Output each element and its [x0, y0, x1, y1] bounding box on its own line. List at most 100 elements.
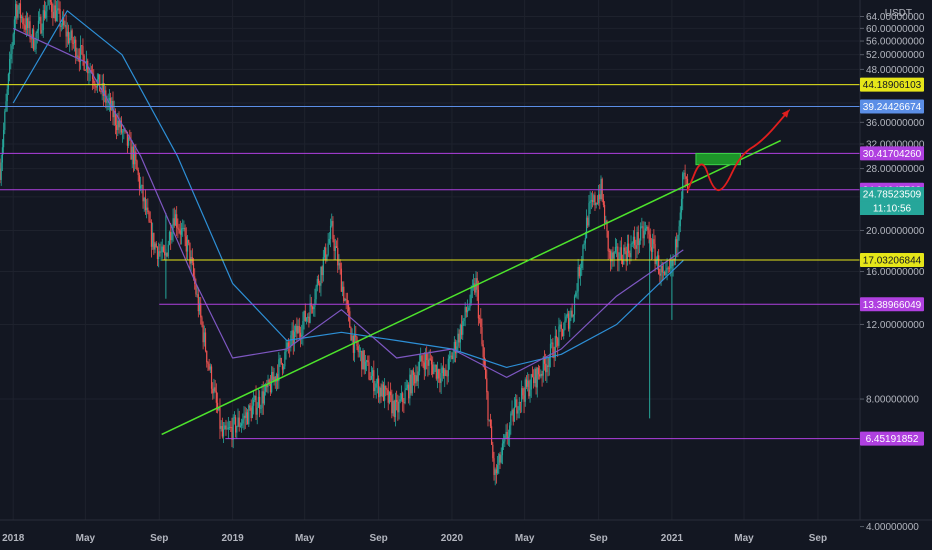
candle-body — [622, 260, 624, 265]
candle-body — [149, 221, 151, 223]
candle-body — [483, 356, 485, 368]
candle-body — [367, 360, 369, 363]
candle-body — [167, 244, 169, 257]
candle-body — [420, 355, 422, 362]
candle-body — [435, 364, 437, 379]
level-1-badge-label: 44.18906103 — [863, 80, 922, 91]
candle-body — [269, 384, 272, 393]
candle-body — [248, 405, 250, 425]
candle-body — [221, 426, 223, 437]
candle-body — [384, 385, 386, 401]
candle-body — [251, 405, 254, 419]
trendline-group[interactable] — [161, 139, 781, 436]
candle-body — [275, 374, 278, 382]
candle-body — [232, 417, 234, 440]
candle-body — [188, 240, 190, 243]
candle-body — [250, 407, 252, 419]
candle-body — [468, 307, 470, 310]
time-tick-label: Sep — [809, 533, 827, 544]
candle-body — [285, 348, 287, 352]
candle-body — [634, 236, 636, 246]
candle-body — [682, 173, 684, 199]
candle-body — [43, 10, 46, 18]
candle-body — [521, 388, 523, 403]
candle-body — [1, 147, 4, 163]
candle-body — [334, 246, 336, 251]
candle-body — [386, 389, 388, 391]
horizontal-levels[interactable] — [0, 84, 860, 440]
time-axis[interactable]: 2018 May Sep 2019 May Sep 2020 May Sep 2021 May Sep — [0, 519, 932, 544]
candle-body — [234, 417, 237, 433]
candle-body — [630, 243, 632, 258]
candle-body — [659, 273, 661, 276]
candle-body — [202, 325, 204, 343]
candle-body — [286, 342, 288, 349]
candle-body — [575, 292, 577, 297]
candle-body — [75, 39, 77, 58]
candle-body — [27, 18, 29, 29]
candle-body — [49, 0, 52, 2]
candle-body — [328, 238, 330, 244]
candle-body — [600, 179, 602, 200]
candle-body — [452, 352, 454, 360]
candle-body — [537, 368, 540, 375]
candle-body — [456, 346, 458, 354]
projection-path[interactable] — [686, 109, 791, 192]
candle-body — [16, 4, 18, 18]
candle-body — [511, 409, 513, 414]
candle-body — [272, 371, 274, 381]
price-tick-label: 60.00000000 — [866, 24, 925, 35]
candle-body — [159, 251, 161, 253]
candle-body — [433, 366, 435, 375]
candle-body — [146, 207, 148, 211]
candle-body — [262, 391, 264, 404]
candle-body — [183, 227, 185, 229]
candle-body — [34, 48, 36, 50]
candle-body — [581, 260, 583, 268]
candle-body — [540, 373, 542, 377]
candle-body — [10, 53, 12, 60]
moving-average-line-2 — [12, 27, 684, 378]
candle-body — [65, 25, 67, 37]
candle-body — [548, 357, 550, 367]
candle-body — [144, 198, 147, 211]
currency-label: USDT — [885, 8, 912, 19]
candle-body — [345, 298, 347, 301]
candle-body — [519, 401, 522, 403]
candle-body — [466, 309, 469, 313]
candle-body — [172, 218, 174, 233]
candle-body — [668, 267, 671, 269]
candle-body — [369, 379, 371, 381]
target-zone-group[interactable] — [695, 152, 741, 166]
candle-body — [597, 194, 600, 204]
target-zone[interactable] — [695, 152, 741, 166]
price-tick-label: 56.00000000 — [866, 37, 925, 48]
last-price-badge — [860, 187, 924, 202]
candle-body — [500, 455, 502, 463]
candle-body — [553, 357, 555, 359]
candle-body — [658, 255, 660, 274]
candle-body — [584, 238, 586, 244]
projection-group[interactable] — [686, 109, 791, 192]
candle-body — [623, 247, 625, 265]
candle-body — [662, 272, 665, 273]
trendline[interactable] — [161, 139, 781, 436]
candle-body — [263, 391, 266, 404]
candle-body — [429, 358, 431, 360]
candle-body — [197, 294, 199, 312]
candle-body — [636, 232, 638, 249]
candle-body — [564, 320, 566, 330]
candle-body — [114, 110, 116, 126]
candle-body — [279, 357, 281, 360]
candle-body — [155, 243, 157, 248]
price-tick-label: 20.00000000 — [866, 226, 925, 237]
candle-body — [347, 304, 350, 312]
candle-body — [355, 333, 357, 337]
candle-body — [337, 247, 339, 266]
candle-body — [555, 335, 558, 339]
candle-body — [474, 283, 476, 293]
candle-body — [290, 335, 292, 348]
candle-body — [219, 407, 221, 429]
candle-body — [339, 263, 341, 269]
